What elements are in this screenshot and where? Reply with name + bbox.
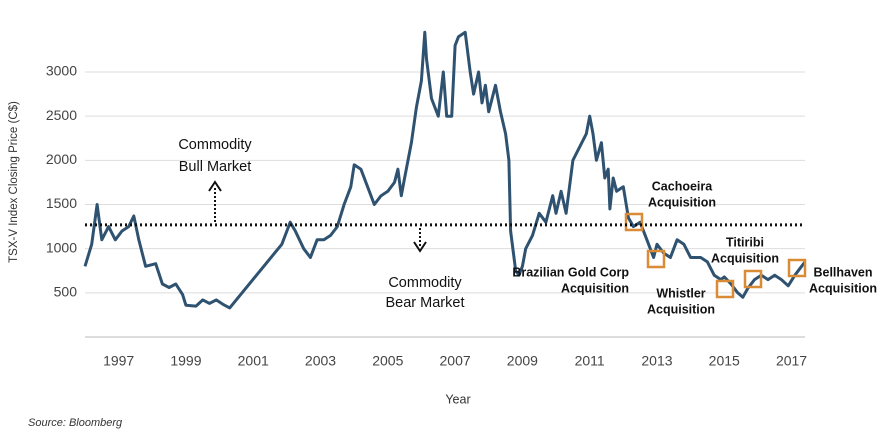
y-tick-label: 1000 — [46, 239, 77, 255]
marker-box — [646, 249, 666, 269]
x-tick-label: 2015 — [709, 353, 740, 369]
market-label: Commodity — [178, 137, 252, 153]
y-tick-label: 2000 — [46, 151, 77, 167]
marker-box — [743, 269, 763, 289]
marker-box — [787, 258, 807, 278]
x-tick-label: 2009 — [507, 353, 538, 369]
x-tick-label: 2013 — [641, 353, 672, 369]
annotation: Brazilian Gold Corp — [512, 265, 629, 279]
y-tick-label: 2500 — [46, 107, 77, 123]
annotation: Acquisition — [647, 302, 715, 316]
market-label: Commodity — [388, 275, 462, 291]
x-tick-label: 2011 — [575, 353, 605, 369]
annotation: Bellhaven — [813, 265, 872, 279]
market-label: Bull Market — [179, 159, 252, 175]
market-label: Bear Market — [386, 295, 465, 311]
x-tick-label: 1999 — [170, 353, 201, 369]
x-tick-label: 2001 — [238, 353, 269, 369]
y-tick-label: 1500 — [46, 195, 77, 211]
x-axis-label: Year — [445, 392, 470, 406]
price-line — [83, 30, 807, 310]
acquisition-markers — [624, 212, 807, 299]
source: Source: Bloomberg — [28, 417, 123, 429]
x-tick-label: 2017 — [776, 353, 807, 369]
x-tick-label: 2003 — [305, 353, 336, 369]
marker-box — [715, 279, 735, 299]
annotation: Acquisition — [561, 281, 629, 295]
arrow-head — [208, 180, 222, 192]
annotation: Acquisition — [711, 251, 779, 265]
annotation: Cachoeira — [652, 179, 713, 193]
x-tick-label: 1997 — [103, 353, 134, 369]
y-tick-label: 3000 — [46, 63, 77, 79]
annotation: Titiribi — [726, 235, 764, 249]
arrow-head — [413, 241, 427, 253]
y-axis-label: TSX-V Index Closing Price (C$) — [8, 101, 20, 263]
annotation: Acquisition — [809, 281, 877, 295]
x-tick-label: 2007 — [440, 353, 471, 369]
annotation: Acquisition — [648, 195, 716, 209]
y-tick-label: 500 — [54, 284, 78, 300]
x-tick-label: 2005 — [372, 353, 403, 369]
annotation: Whistler — [656, 286, 705, 300]
marker-box — [624, 212, 644, 232]
market-arrows — [214, 186, 421, 246]
